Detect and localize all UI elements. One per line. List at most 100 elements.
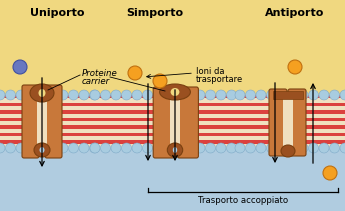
Ellipse shape bbox=[281, 145, 295, 157]
Bar bbox=[95, 141, 240, 144]
Circle shape bbox=[308, 90, 318, 100]
Circle shape bbox=[298, 90, 308, 100]
Text: carrier: carrier bbox=[82, 77, 110, 85]
Circle shape bbox=[69, 90, 79, 100]
Circle shape bbox=[216, 90, 226, 100]
Bar bbox=[240, 95, 345, 98]
Text: Proteine: Proteine bbox=[82, 69, 118, 77]
Circle shape bbox=[235, 90, 245, 100]
Circle shape bbox=[111, 90, 121, 100]
Circle shape bbox=[308, 143, 318, 153]
Circle shape bbox=[206, 90, 216, 100]
Circle shape bbox=[164, 90, 174, 100]
Circle shape bbox=[121, 143, 131, 153]
Circle shape bbox=[128, 66, 142, 80]
Circle shape bbox=[37, 143, 47, 153]
Bar bbox=[170, 97, 180, 145]
Bar bbox=[37, 99, 47, 144]
Ellipse shape bbox=[34, 143, 50, 157]
Bar bbox=[0, 0, 345, 168]
Circle shape bbox=[142, 90, 152, 100]
Ellipse shape bbox=[170, 88, 179, 96]
Circle shape bbox=[195, 90, 205, 100]
Ellipse shape bbox=[39, 89, 46, 97]
Ellipse shape bbox=[160, 84, 190, 100]
Circle shape bbox=[329, 90, 339, 100]
Circle shape bbox=[287, 90, 297, 100]
Circle shape bbox=[340, 90, 345, 100]
Circle shape bbox=[58, 143, 68, 153]
FancyBboxPatch shape bbox=[45, 85, 62, 158]
Circle shape bbox=[329, 143, 339, 153]
FancyBboxPatch shape bbox=[153, 87, 174, 158]
Circle shape bbox=[298, 143, 308, 153]
Circle shape bbox=[319, 143, 329, 153]
Circle shape bbox=[69, 143, 79, 153]
FancyBboxPatch shape bbox=[288, 89, 306, 156]
Circle shape bbox=[185, 143, 195, 153]
Circle shape bbox=[79, 90, 89, 100]
FancyBboxPatch shape bbox=[177, 87, 198, 158]
Circle shape bbox=[132, 143, 142, 153]
Circle shape bbox=[153, 74, 167, 88]
Bar bbox=[240, 118, 345, 121]
Circle shape bbox=[256, 143, 266, 153]
Circle shape bbox=[111, 143, 121, 153]
Circle shape bbox=[174, 90, 184, 100]
Text: Antiporto: Antiporto bbox=[265, 8, 325, 18]
Circle shape bbox=[6, 143, 16, 153]
Circle shape bbox=[121, 90, 131, 100]
Circle shape bbox=[132, 90, 142, 100]
Bar bbox=[240, 125, 345, 129]
Ellipse shape bbox=[39, 147, 45, 153]
Bar bbox=[240, 141, 345, 144]
Bar bbox=[240, 133, 345, 136]
Circle shape bbox=[90, 143, 100, 153]
Ellipse shape bbox=[167, 143, 183, 157]
Circle shape bbox=[256, 90, 266, 100]
Circle shape bbox=[6, 90, 16, 100]
Text: Uniporto: Uniporto bbox=[30, 8, 85, 18]
Bar bbox=[0, 141, 95, 144]
Bar bbox=[95, 118, 240, 121]
Bar bbox=[240, 103, 345, 106]
Circle shape bbox=[89, 90, 99, 100]
Circle shape bbox=[266, 90, 276, 100]
Bar bbox=[0, 138, 345, 211]
Circle shape bbox=[37, 90, 47, 100]
Bar bbox=[95, 95, 240, 98]
Circle shape bbox=[246, 143, 256, 153]
Circle shape bbox=[206, 143, 216, 153]
Circle shape bbox=[153, 143, 163, 153]
Bar bbox=[95, 95, 240, 148]
Bar bbox=[283, 97, 293, 146]
Text: trasportare: trasportare bbox=[196, 74, 243, 84]
Text: Ioni da: Ioni da bbox=[196, 66, 225, 76]
Bar bbox=[95, 125, 240, 129]
Circle shape bbox=[340, 143, 345, 153]
FancyBboxPatch shape bbox=[269, 89, 287, 156]
Text: Trasporto accoppiato: Trasporto accoppiato bbox=[198, 196, 288, 205]
Bar bbox=[95, 103, 240, 106]
Ellipse shape bbox=[173, 147, 177, 153]
Circle shape bbox=[195, 143, 205, 153]
Circle shape bbox=[153, 90, 163, 100]
Circle shape bbox=[100, 90, 110, 100]
Circle shape bbox=[58, 90, 68, 100]
Circle shape bbox=[227, 143, 237, 153]
Circle shape bbox=[27, 143, 37, 153]
Circle shape bbox=[174, 143, 184, 153]
Circle shape bbox=[287, 143, 297, 153]
Bar bbox=[0, 125, 95, 129]
Bar bbox=[95, 110, 240, 114]
Circle shape bbox=[27, 90, 37, 100]
Bar bbox=[0, 103, 95, 106]
Circle shape bbox=[246, 90, 256, 100]
Bar bbox=[0, 118, 95, 121]
Circle shape bbox=[235, 143, 245, 153]
Circle shape bbox=[319, 90, 329, 100]
Circle shape bbox=[277, 143, 287, 153]
Circle shape bbox=[0, 143, 5, 153]
Circle shape bbox=[142, 143, 152, 153]
Circle shape bbox=[89, 143, 99, 153]
